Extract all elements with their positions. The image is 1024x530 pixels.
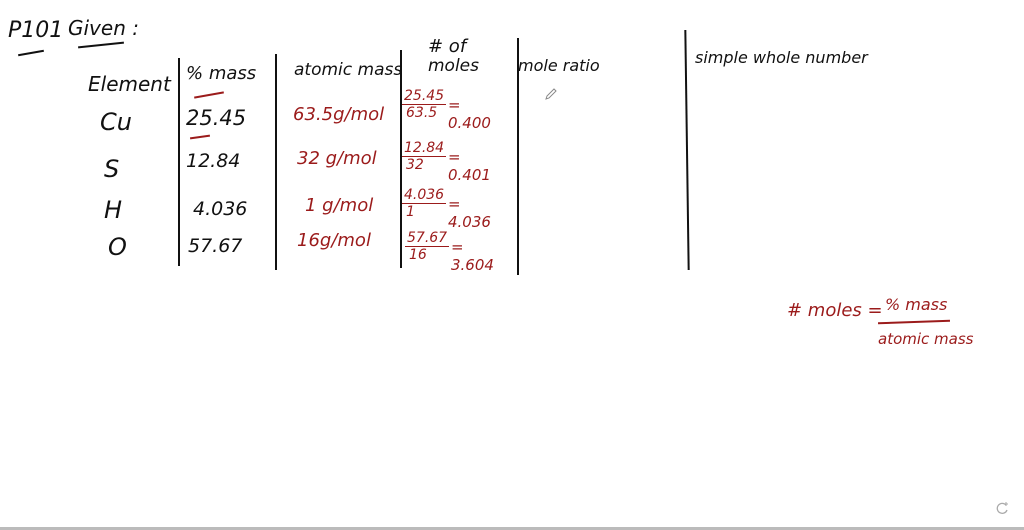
element-cu: Cu — [100, 108, 132, 136]
atomic-mass-h: 1 g/mol — [305, 195, 374, 216]
atomic-mass-s: 32 g/mol — [297, 148, 377, 169]
formula-lhs: # moles = — [787, 300, 883, 321]
given-underline — [78, 41, 124, 49]
column-divider — [275, 54, 277, 270]
header-element: Element — [88, 72, 171, 96]
percent-underline — [194, 91, 224, 99]
header-percent-mass: % mass — [186, 63, 257, 84]
atomic-mass-cu: 63.5g/mol — [293, 104, 385, 125]
moles-calc-o: 57.67 16 = 3.604 — [405, 230, 494, 274]
given-label: Given : — [68, 16, 139, 40]
problem-underline — [18, 49, 44, 57]
element-o: O — [108, 233, 127, 261]
percent-mass-o: 57.67 — [188, 235, 243, 257]
percent-mass-s: 12.84 — [186, 150, 241, 172]
formula-fraction-bar — [877, 319, 951, 325]
column-divider — [178, 58, 180, 266]
formula-numerator: % mass — [885, 295, 948, 314]
moles-calc-s: 12.84 32 = 0.401 — [402, 140, 491, 184]
header-mole-ratio: mole ratio — [518, 56, 600, 75]
column-divider — [517, 38, 519, 275]
bottom-bar — [0, 527, 1024, 530]
header-moles-line1: # of — [428, 36, 467, 57]
moles-calc-cu: 25.45 63.5 = 0.400 — [402, 88, 491, 132]
atomic-mass-o: 16g/mol — [297, 230, 371, 251]
percent-mass-h: 4.036 — [193, 198, 248, 220]
column-divider — [684, 29, 690, 271]
element-h: H — [104, 196, 123, 224]
formula-denominator: atomic mass — [878, 330, 974, 348]
header-simple-whole-number: simple whole number — [695, 48, 868, 67]
header-atomic-mass: atomic mass — [294, 60, 403, 80]
moles-calc-h: 4.036 1 = 4.036 — [402, 187, 491, 231]
value-underline — [189, 134, 211, 140]
header-moles-line2: moles — [428, 56, 479, 76]
element-s: S — [104, 155, 120, 183]
column-divider — [400, 50, 402, 268]
refresh-icon[interactable] — [996, 500, 1010, 514]
percent-mass-cu: 25.45 — [186, 106, 247, 130]
pencil-icon — [544, 86, 558, 100]
problem-label: P101 — [8, 18, 64, 43]
